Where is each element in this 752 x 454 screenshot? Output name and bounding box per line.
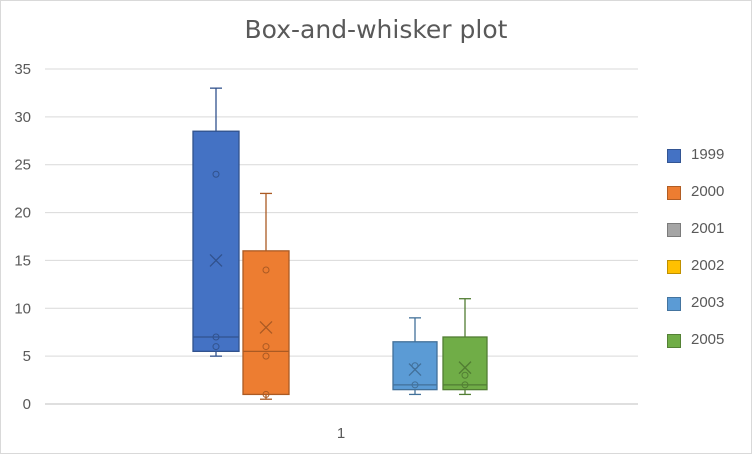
data-point [212,170,220,178]
data-point [411,381,419,389]
legend-swatch [667,260,681,274]
box-2000 [242,250,290,396]
legend-item-2001: 2001 [667,219,747,256]
data-point [262,343,270,351]
legend-item-2000: 2000 [667,182,747,219]
chart-title: Box-and-whisker plot [244,15,508,44]
mean-marker [259,320,273,334]
mean-marker [209,253,223,267]
legend-label: 2005 [691,331,725,348]
legend-label: 2003 [691,294,725,311]
legend-item-2002: 2002 [667,256,747,293]
legend-item-2005: 2005 [667,330,747,367]
data-point [262,390,270,398]
data-point [461,371,469,379]
data-point [262,352,270,360]
mean-marker [408,363,422,377]
y-tick-label: 5 [23,348,31,365]
box-1999 [192,130,240,353]
legend-swatch [667,223,681,237]
y-tick-label: 25 [14,157,31,174]
legend-swatch [667,186,681,200]
y-tick-label: 20 [14,205,31,222]
legend-swatch [667,334,681,348]
data-point [262,266,270,274]
legend-item-2003: 2003 [667,293,747,330]
legend-label: 2001 [691,220,725,237]
box-2005 [442,336,488,391]
y-tick-label: 0 [23,396,31,413]
legend-label: 2000 [691,183,725,200]
legend-label: 1999 [691,146,725,163]
data-point [212,333,220,341]
legend-swatch [667,149,681,163]
legend: 1999 2000 2001 2002 2003 2005 [667,145,747,367]
y-tick-label: 15 [14,252,31,269]
legend-item-1999: 1999 [667,145,747,182]
y-tick-label: 30 [14,109,31,126]
data-point [461,381,469,389]
legend-swatch [667,297,681,311]
legend-label: 2002 [691,257,725,274]
y-tick-label: 10 [14,300,31,317]
y-tick-label: 35 [14,61,31,78]
box-2003 [392,341,438,391]
mean-marker [458,361,472,375]
x-tick-label: 1 [337,425,345,442]
data-point [212,343,220,351]
